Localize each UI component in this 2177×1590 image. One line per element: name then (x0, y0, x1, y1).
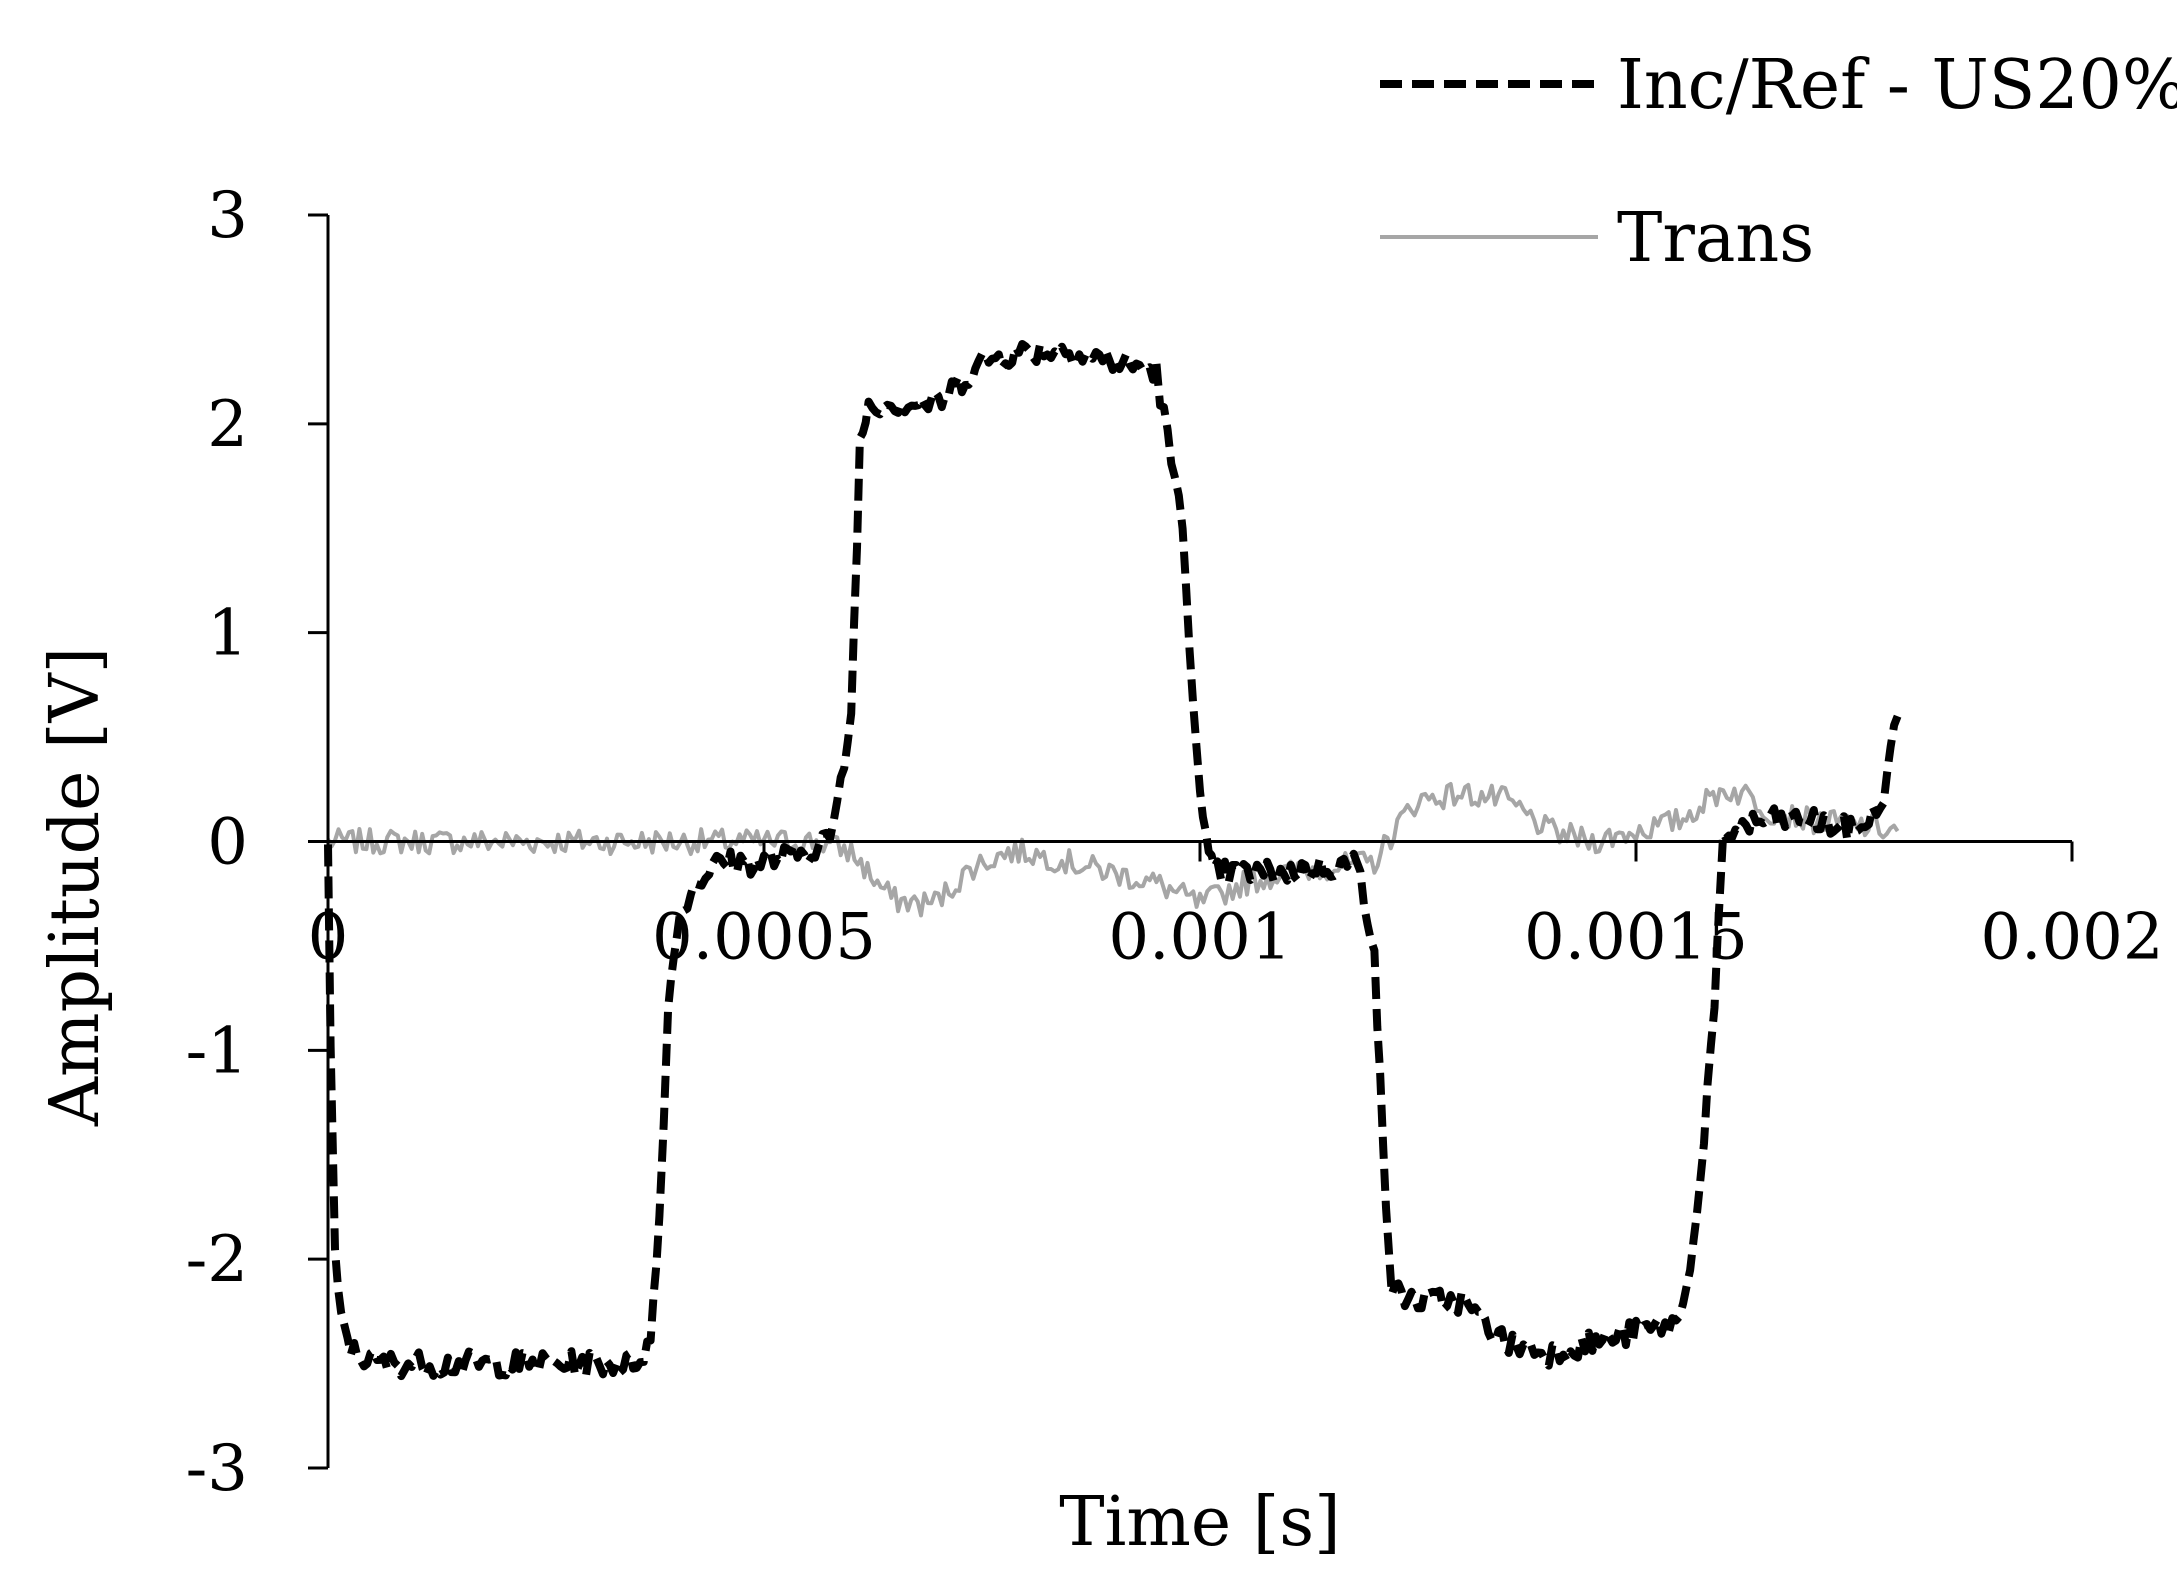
legend-label-inc-ref: Inc/Ref - US20% (1617, 46, 2177, 125)
x-ticks: 0 0.0005 0.001 0.0015 0.002 (308, 841, 2164, 975)
y-tick-label: 2 (207, 388, 248, 462)
y-tick-label: 3 (207, 179, 248, 253)
y-axis-title: Amplitude [V] (36, 647, 115, 1127)
y-tick-label: 0 (207, 806, 248, 880)
y-ticks: -3 -2 -1 0 1 2 3 (186, 179, 328, 1506)
plot-series (324, 340, 1902, 1381)
x-axis-title: Time [s] (1059, 1483, 1340, 1562)
x-tick-label: 0.0015 (1524, 901, 1748, 975)
x-tick-label: 0.002 (1980, 901, 2163, 975)
legend-label-trans: Trans (1617, 199, 1814, 278)
x-tick-label: 0.0005 (652, 901, 876, 975)
x-tick-label: 0.001 (1108, 901, 1291, 975)
y-tick-label: -1 (186, 1014, 248, 1088)
legend: Inc/Ref - US20% Trans (1380, 46, 2177, 278)
y-tick-label: -3 (186, 1432, 248, 1506)
series-line-trans (326, 782, 1900, 918)
y-tick-label: 1 (207, 597, 248, 671)
series-line-inc-ref (324, 340, 1902, 1381)
y-tick-label: -2 (186, 1223, 248, 1297)
x-tick-label: 0 (308, 901, 349, 975)
